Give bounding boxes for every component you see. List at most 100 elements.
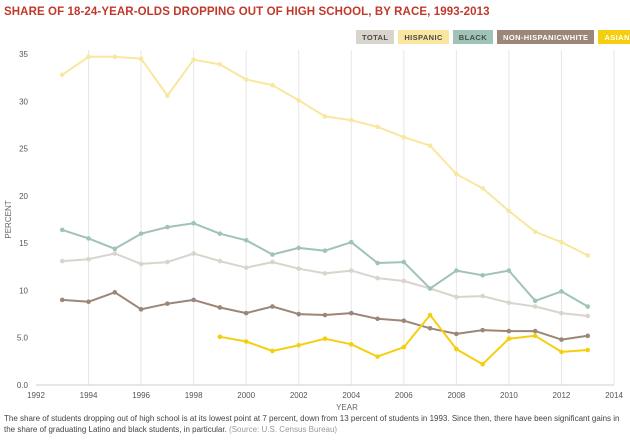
data-point-black	[532, 298, 538, 304]
data-point-total	[112, 251, 118, 256]
data-point-non-hispanicwhite	[585, 333, 591, 339]
x-tick-label: 2002	[290, 391, 308, 400]
data-point-asian	[322, 336, 328, 341]
y-tick-label: 20	[19, 192, 28, 201]
data-point-hispanic	[138, 56, 144, 62]
data-point-hispanic	[59, 72, 65, 78]
data-point-black	[506, 268, 512, 273]
data-point-asian	[559, 349, 564, 355]
x-tick-label: 2012	[553, 391, 571, 400]
data-point-total	[138, 261, 144, 267]
data-point-asian	[480, 361, 485, 367]
chart-title: SHARE OF 18-24-YEAR-OLDS DROPPING OUT OF…	[4, 6, 490, 18]
x-tick-label: 2014	[605, 391, 623, 400]
data-point-black	[296, 245, 302, 251]
data-point-hispanic	[559, 239, 564, 245]
data-point-black	[375, 260, 380, 266]
data-point-asian	[585, 347, 591, 353]
data-point-total	[165, 259, 170, 265]
data-point-total	[59, 258, 65, 264]
data-point-total	[401, 278, 407, 284]
data-point-black	[559, 289, 564, 294]
data-point-non-hispanicwhite	[401, 318, 407, 323]
data-point-hispanic	[112, 54, 118, 60]
data-point-black	[86, 236, 91, 241]
data-point-black	[427, 286, 433, 291]
y-tick-label: 25	[19, 145, 28, 154]
data-point-total	[480, 293, 485, 299]
y-tick-label: 30	[19, 97, 28, 106]
data-point-non-hispanicwhite	[322, 312, 328, 318]
data-point-black	[217, 231, 223, 236]
x-tick-label: 2000	[237, 391, 255, 400]
data-point-asian	[506, 336, 512, 341]
data-point-non-hispanicwhite	[348, 310, 354, 316]
legend: TOTAL HISPANIC BLACK NON-HISPANICWHITE ASIAN	[356, 30, 630, 44]
legend-item-black: BLACK	[452, 30, 494, 44]
data-point-hispanic	[585, 253, 591, 258]
data-point-hispanic	[480, 185, 485, 191]
data-point-hispanic	[532, 229, 538, 235]
data-point-total	[559, 310, 564, 316]
data-point-total	[191, 251, 196, 256]
x-axis-title: YEAR	[336, 403, 358, 412]
data-point-non-hispanicwhite	[506, 328, 512, 334]
data-point-hispanic	[165, 93, 170, 98]
data-point-black	[165, 224, 170, 230]
data-point-hispanic	[348, 117, 354, 123]
x-tick-label: 2008	[447, 391, 465, 400]
data-point-non-hispanicwhite	[454, 331, 459, 337]
y-tick-label: 10	[19, 286, 28, 295]
data-point-total	[348, 268, 354, 273]
data-point-total	[454, 294, 459, 300]
data-point-black	[348, 239, 354, 245]
data-point-total	[217, 258, 223, 264]
data-point-asian	[427, 312, 433, 318]
data-point-hispanic	[217, 62, 223, 67]
chart-caption: The share of students dropping out of hi…	[4, 413, 626, 435]
data-point-non-hispanicwhite	[138, 307, 144, 312]
legend-item-total: TOTAL	[356, 30, 395, 44]
data-point-black	[480, 272, 485, 278]
data-point-black	[59, 227, 65, 233]
data-point-total	[270, 259, 275, 265]
data-point-hispanic	[270, 82, 275, 88]
data-point-total	[506, 300, 512, 306]
data-point-black	[112, 246, 118, 252]
data-point-non-hispanicwhite	[86, 299, 91, 305]
data-point-black	[138, 231, 144, 236]
data-point-hispanic	[454, 171, 459, 177]
y-tick-label: 5.0	[17, 334, 29, 343]
x-tick-label: 1994	[80, 391, 98, 400]
data-point-non-hispanicwhite	[270, 304, 275, 309]
x-tick-label: 1998	[185, 391, 203, 400]
data-point-black	[270, 252, 275, 257]
legend-item-hispanic: HISPANIC	[398, 30, 449, 44]
data-point-non-hispanicwhite	[59, 297, 65, 303]
data-point-black	[585, 304, 591, 309]
data-point-non-hispanicwhite	[112, 290, 118, 295]
x-tick-label: 1996	[132, 391, 150, 400]
data-point-hispanic	[427, 143, 433, 149]
data-point-black	[243, 238, 249, 243]
data-point-black	[401, 259, 407, 265]
y-tick-label: 35	[19, 50, 28, 59]
x-tick-label: 2004	[342, 391, 360, 400]
data-point-hispanic	[86, 54, 91, 60]
data-point-non-hispanicwhite	[559, 337, 564, 342]
data-point-total	[322, 271, 328, 276]
data-point-total	[532, 304, 538, 309]
data-point-total	[243, 265, 249, 271]
data-point-non-hispanicwhite	[375, 316, 380, 322]
y-axis-title: PERCENT	[4, 200, 13, 238]
data-point-non-hispanicwhite	[532, 328, 538, 334]
data-point-asian	[243, 339, 249, 344]
data-point-hispanic	[506, 208, 512, 214]
data-point-non-hispanicwhite	[480, 327, 485, 333]
y-tick-label: 15	[19, 239, 28, 248]
data-point-asian	[348, 342, 354, 347]
data-point-black	[191, 220, 196, 226]
data-point-non-hispanicwhite	[165, 301, 170, 306]
data-point-hispanic	[296, 98, 302, 103]
